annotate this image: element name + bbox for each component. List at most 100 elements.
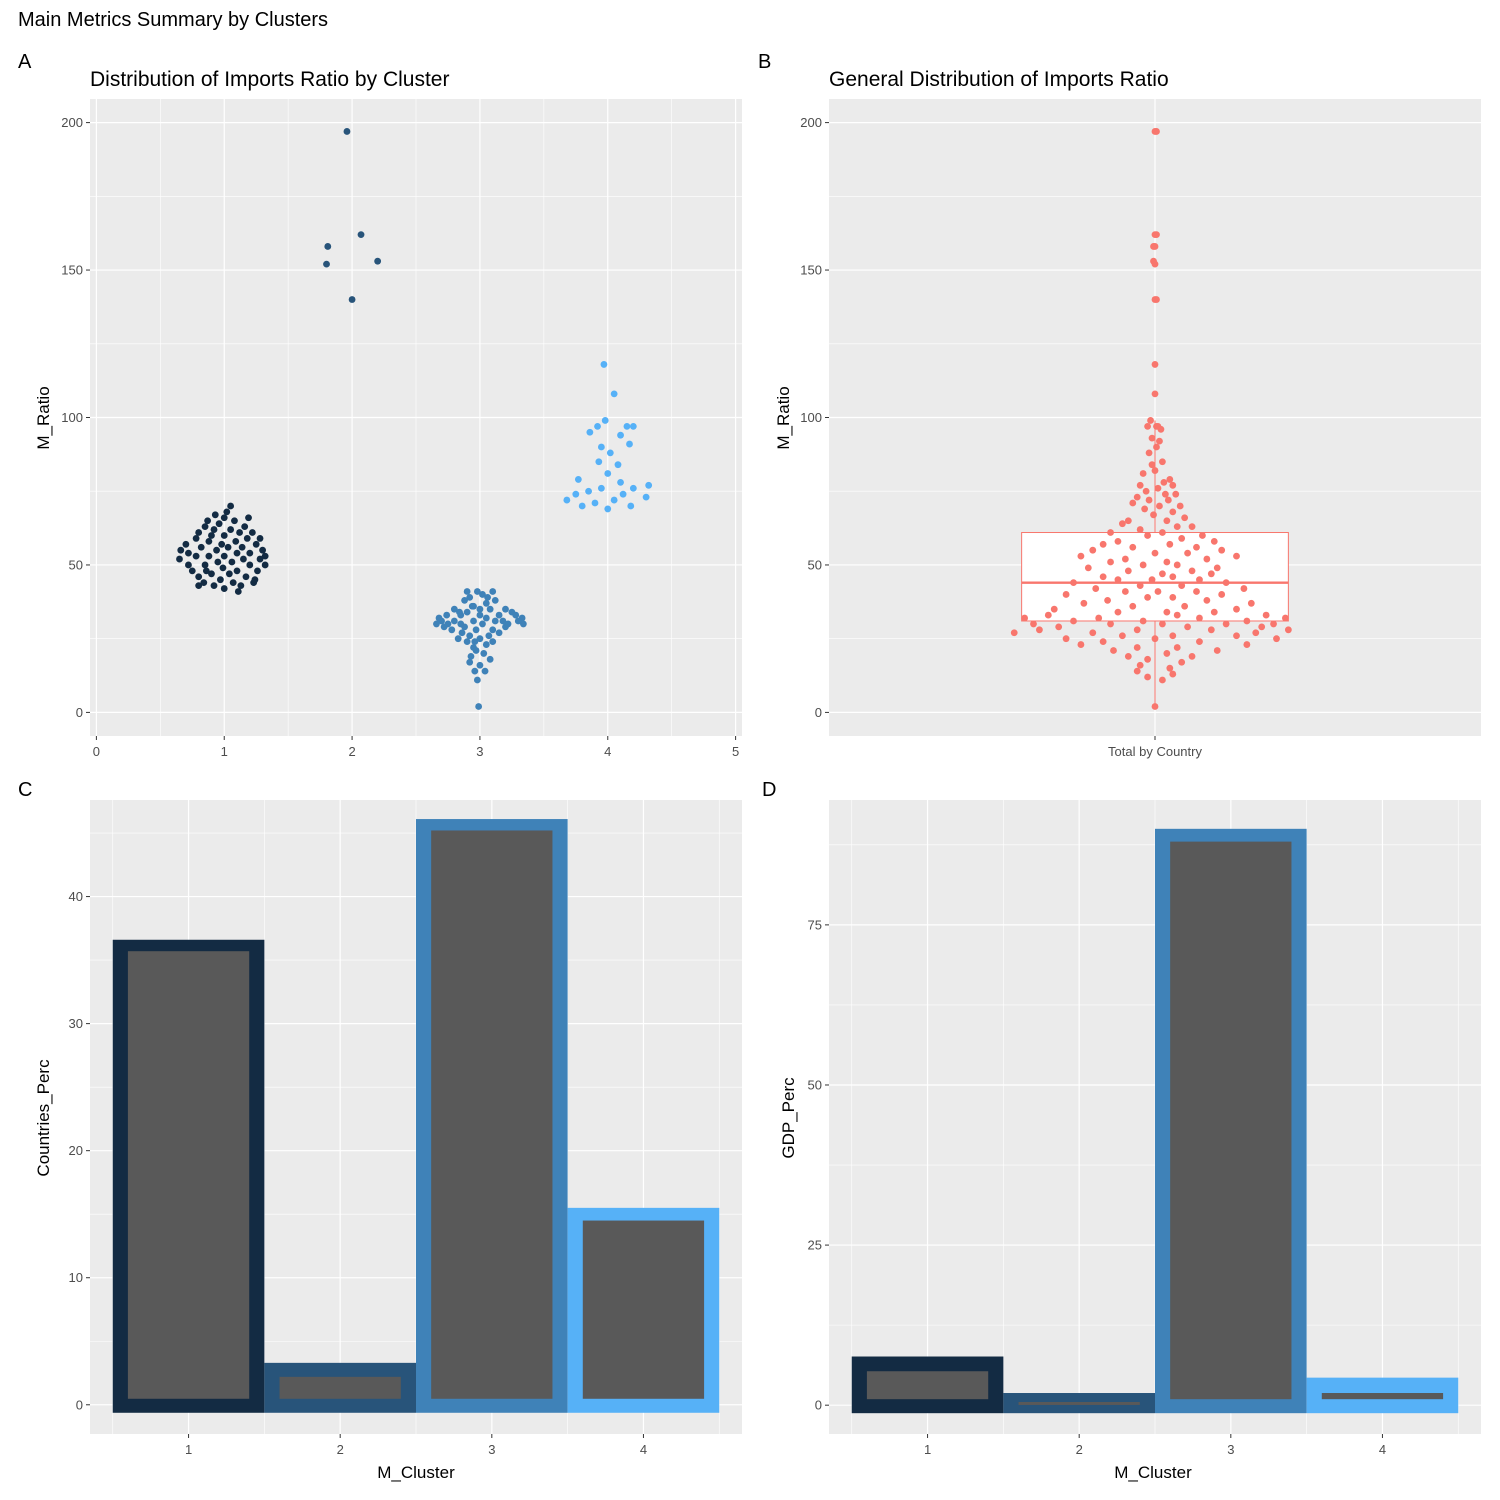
data-point: [1222, 579, 1230, 587]
data-point: [259, 546, 266, 554]
data-point: [471, 638, 479, 646]
data-point: [1119, 632, 1126, 640]
data-point: [1133, 626, 1141, 634]
data-point: [1133, 667, 1141, 675]
data-point: [1233, 552, 1240, 560]
data-point: [374, 257, 382, 265]
boxplot-box: [1021, 532, 1289, 622]
data-point: [210, 582, 218, 589]
panel-tag-c: C: [18, 779, 32, 801]
data-point: [1121, 555, 1129, 563]
data-point: [627, 502, 635, 510]
data-point: [645, 481, 653, 489]
x-axis-title: M_Cluster: [377, 1463, 455, 1482]
data-point: [435, 614, 443, 622]
data-point: [1156, 502, 1163, 510]
data-point: [617, 431, 624, 439]
data-point: [1169, 508, 1177, 516]
data-point: [227, 502, 235, 510]
data-point: [215, 520, 223, 528]
data-point: [610, 496, 618, 504]
data-point: [470, 617, 477, 625]
data-point: [224, 543, 232, 551]
data-point: [1173, 644, 1181, 651]
data-point: [475, 703, 483, 710]
data-point: [1021, 614, 1028, 622]
bar-fill-cluster-2: [1018, 1401, 1140, 1405]
data-point: [1166, 540, 1174, 548]
data-point: [246, 561, 254, 569]
data-point: [229, 579, 237, 587]
data-point: [461, 596, 468, 604]
data-point: [1159, 620, 1166, 628]
data-point: [201, 561, 209, 569]
data-point: [220, 532, 228, 539]
data-point: [261, 552, 269, 560]
data-point: [1252, 629, 1260, 637]
data-point: [1247, 599, 1255, 607]
data-point: [563, 496, 571, 504]
data-point: [471, 667, 479, 675]
data-point: [466, 632, 474, 640]
data-point: [489, 588, 497, 595]
data-point: [1150, 511, 1157, 519]
data-point: [1151, 549, 1159, 557]
data-point: [1141, 505, 1149, 513]
data-point: [1207, 626, 1215, 634]
data-point: [1148, 434, 1156, 442]
data-point: [476, 661, 484, 669]
data-point: [1104, 596, 1111, 604]
data-point: [482, 641, 490, 648]
data-point: [1199, 532, 1206, 539]
data-point: [1160, 478, 1168, 486]
panel-tag-a: A: [18, 51, 32, 73]
data-point: [1136, 481, 1144, 489]
cluster-2-points: [323, 128, 382, 303]
data-point: [1153, 443, 1160, 451]
data-point: [443, 611, 451, 619]
y-tick-label: 25: [808, 1238, 822, 1253]
data-point: [1164, 496, 1172, 504]
bar-fill-cluster-3: [431, 830, 553, 1399]
data-point: [466, 658, 474, 666]
data-point: [440, 623, 448, 631]
data-point: [486, 655, 494, 663]
data-point: [476, 635, 484, 643]
data-point: [232, 537, 240, 545]
data-point: [472, 647, 480, 654]
data-point: [476, 611, 484, 619]
x-tick-label: 1: [924, 1442, 931, 1457]
data-point: [1077, 641, 1085, 648]
data-point: [1210, 537, 1218, 545]
data-point: [1070, 579, 1077, 587]
data-point: [1151, 703, 1159, 710]
data-point: [357, 231, 365, 239]
x-tick-label: 3: [488, 1442, 495, 1457]
data-point: [502, 623, 509, 631]
data-point: [463, 588, 471, 595]
data-point: [217, 576, 224, 584]
data-point: [234, 588, 242, 595]
data-point: [1159, 570, 1166, 578]
data-point: [197, 543, 205, 551]
data-point: [1107, 529, 1114, 536]
data-point: [1273, 635, 1280, 643]
data-point: [489, 638, 497, 646]
data-point: [1124, 652, 1132, 660]
data-point: [1163, 517, 1171, 525]
data-point: [491, 617, 499, 625]
data-point: [626, 440, 633, 448]
data-point: [202, 567, 210, 575]
data-point: [473, 676, 481, 684]
data-point: [1188, 652, 1196, 660]
data-point: [1124, 567, 1132, 575]
data-point: [201, 523, 209, 531]
data-point: [324, 243, 332, 250]
data-point: [185, 549, 192, 557]
data-point: [233, 549, 241, 557]
data-point: [1184, 549, 1191, 557]
data-point: [1151, 260, 1159, 268]
data-point: [486, 605, 494, 613]
data-point: [195, 582, 203, 589]
